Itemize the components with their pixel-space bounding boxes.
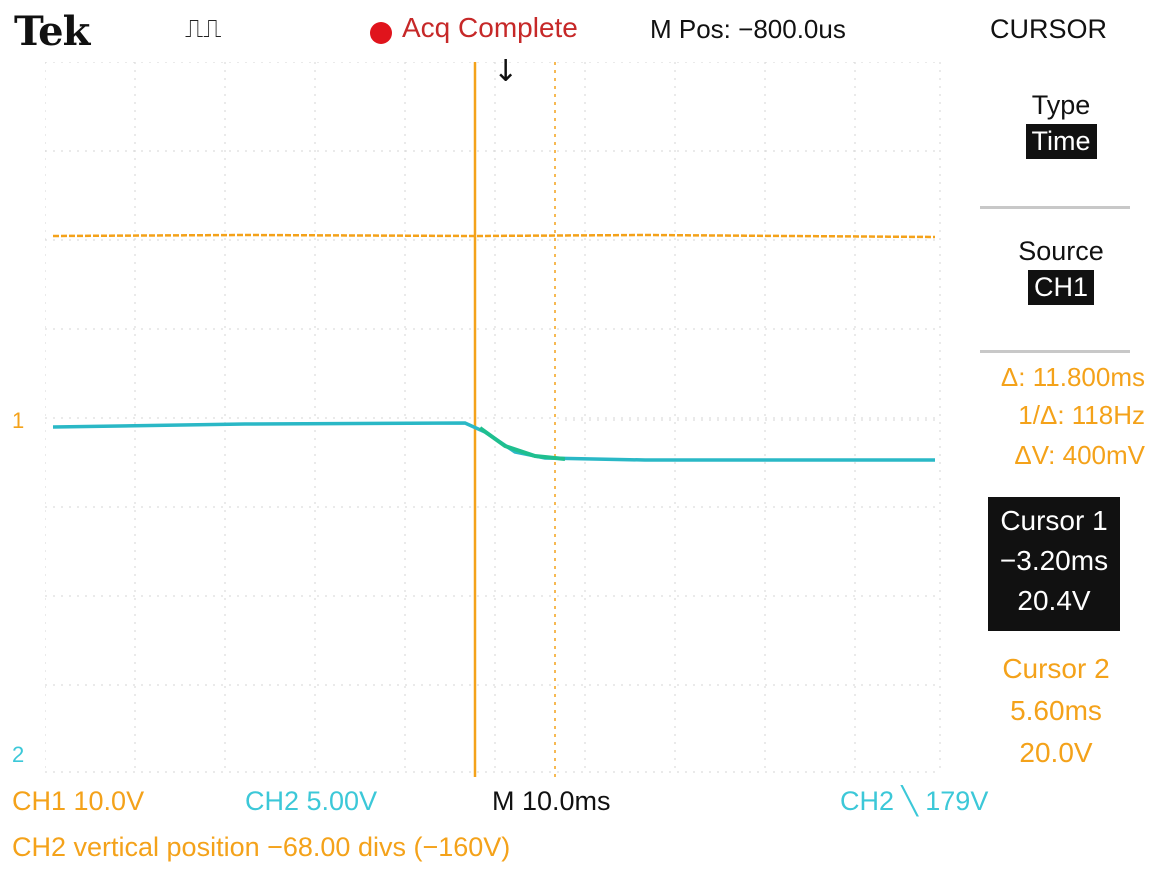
type-value: Time (1025, 124, 1097, 159)
ch1-ground-marker: 2 (12, 742, 25, 767)
menu-divider (980, 206, 1130, 209)
delta-frequency-readout: 1/Δ: 118Hz (1018, 400, 1145, 430)
acquisition-status-icon (370, 22, 392, 44)
menu-divider (980, 350, 1130, 353)
ch1-trace (52, 233, 936, 239)
menu-title: CURSOR (990, 14, 1108, 44)
delta-time-readout: Δ: 11.800ms (1000, 362, 1145, 392)
cursor-2-volt: 20.0V (1019, 737, 1093, 768)
vertical-position-message: CH2 vertical position −68.00 divs (−160V… (12, 832, 511, 862)
source-value: CH1 (1027, 270, 1094, 305)
horizontal-position: M Pos: −800.0us (650, 14, 846, 44)
graticule (45, 62, 941, 773)
cursor-1-readout[interactable]: Cursor 1 −3.20ms 20.4V (988, 497, 1120, 631)
source-label: Source (1018, 236, 1104, 266)
delta-voltage-readout: ΔV: 400mV (1014, 440, 1145, 470)
cursor-1-label: Cursor 1 (1000, 505, 1108, 536)
ch2-ground-marker: 1 (12, 408, 25, 433)
ch2-trace (52, 421, 935, 462)
cursor-2-readout[interactable]: Cursor 2 5.60ms 20.0V (990, 648, 1122, 774)
cursor-1-volt: 20.4V (1017, 585, 1091, 616)
trigger-mode-icon: ⎍⎍ (185, 14, 222, 44)
ch2-trace-transition (478, 426, 566, 461)
status-bar: Tek ⎍⎍ Acq Complete M Pos: −800.0us CURS… (0, 0, 1152, 56)
type-label: Type (1031, 90, 1091, 120)
source-menu-button[interactable]: Source CH1 (982, 236, 1140, 305)
cursor-1-time: −3.20ms (999, 545, 1109, 576)
cursor-2-time: 5.60ms (1010, 695, 1102, 726)
acquisition-status: Acq Complete (402, 12, 578, 43)
type-menu-button[interactable]: Type Time (982, 90, 1140, 159)
cursor-2-label: Cursor 2 (1002, 653, 1110, 684)
ch1-scale: CH1 10.0V (12, 786, 145, 816)
trigger-readout: CH2 ╲ 179V (840, 786, 989, 816)
waveform-display (45, 62, 941, 777)
ch2-scale: CH2 5.00V (245, 786, 378, 816)
brand-logo: Tek (14, 8, 90, 55)
trigger-position-icon: ↓ (493, 54, 519, 89)
timebase-readout: M 10.0ms (492, 786, 611, 816)
